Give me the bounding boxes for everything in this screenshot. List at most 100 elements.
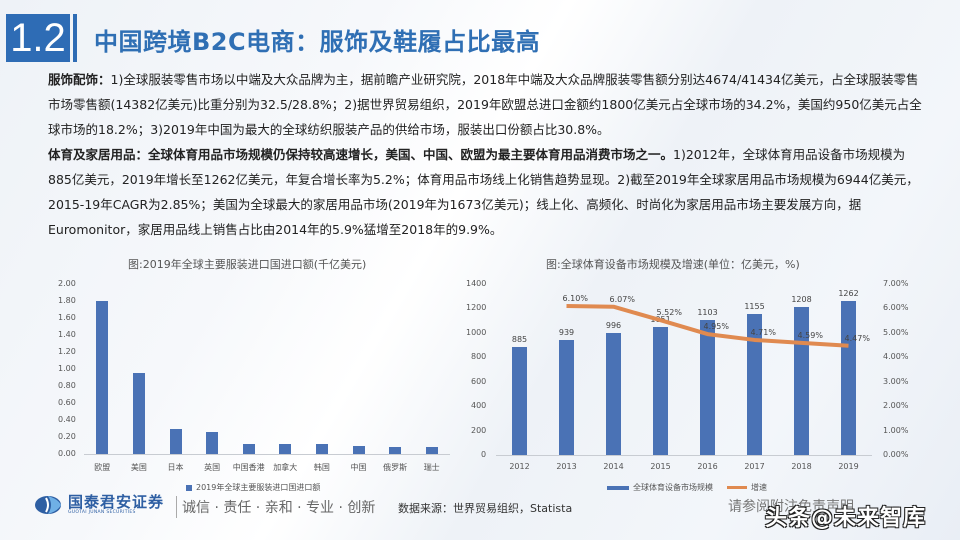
bar-value-label: 1155: [744, 301, 765, 311]
x-tick-label: 俄罗斯: [383, 463, 408, 472]
growth-value-label: 4.95%: [703, 322, 729, 332]
x-tick-label: 欧盟: [94, 463, 111, 472]
paragraph-sports-home: 体育及家居用品：全球体育用品市场规模仍保持较高速增长，美国、中国、欧盟为最主要体…: [48, 142, 928, 242]
y2-tick-label: 2.00%: [883, 401, 909, 411]
left-chart-title: 图:2019年全球主要服装进口国进口额(千亿美元): [128, 258, 367, 271]
bar: [279, 443, 292, 454]
company-slogan: 诚信 · 责任 · 亲和 · 专业 · 创新: [182, 500, 376, 516]
bar: [653, 326, 668, 455]
y-tick-label: 0.60: [58, 398, 76, 407]
y2-tick-label: 1.00%: [883, 425, 909, 435]
body-text: 服饰配饰：1)全球服装零售市场以中端及大众品牌为主，据前瞻产业研究院，2018年…: [48, 67, 928, 242]
bar: [512, 346, 527, 455]
bar: [606, 333, 621, 455]
x-tick-label: 中国香港: [232, 463, 265, 472]
bar: [315, 443, 328, 454]
bar: [169, 428, 182, 454]
y-tick-label: 1.20: [58, 347, 76, 356]
x-tick-label: 2013: [556, 462, 577, 471]
y2-tick-label: 5.00%: [883, 327, 909, 337]
y-tick-label: 1.00: [58, 364, 76, 373]
growth-value-label: 6.10%: [562, 293, 588, 303]
paragraph-apparel-text: 1)全球服装零售市场以中端及大众品牌为主，据前瞻产业研究院，2018年中端及大众…: [48, 72, 922, 137]
right-chart-legend: 全球体育设备市场规模 增速: [607, 482, 767, 493]
x-tick-label: 英国: [204, 463, 221, 472]
x-tick-label: 2016: [697, 462, 718, 471]
data-source: 数据来源：世界贸易组织，Statista: [398, 502, 573, 515]
y-tick-label: 200: [471, 425, 487, 435]
bar: [700, 320, 715, 455]
bar: [132, 373, 145, 454]
x-tick-label: 韩国: [313, 463, 330, 472]
x-tick-label: 2012: [509, 462, 530, 471]
bar: [794, 307, 809, 455]
y-tick-label: 1.60: [58, 313, 76, 322]
growth-value-label: 4.59%: [797, 330, 823, 340]
legend-bar-label: 全球体育设备市场规模: [633, 483, 713, 492]
bar: [425, 447, 438, 454]
right-chart-x-axis-line: [496, 455, 872, 456]
x-tick-label: 日本: [167, 463, 184, 472]
logo-en: GUOTAI JUNAN SECURITIES: [68, 510, 136, 515]
header: 1.2 中国跨境B2C电商：服饰及鞋履占比最高: [0, 14, 960, 66]
y-tick-label: 1200: [466, 303, 487, 313]
legend-label: 2019年全球主要服装进口国进口额: [196, 483, 321, 492]
paragraph-apparel-label: 服饰配饰：: [48, 72, 111, 87]
growth-value-label: 4.47%: [844, 333, 870, 343]
company-logo: 国泰君安证券 GUOTAI JUNAN SECURITIES: [34, 495, 164, 515]
x-tick-label: 2014: [603, 462, 624, 471]
disclaimer-note: 请参阅附注免责声明: [728, 499, 854, 515]
y-tick-label: 600: [471, 376, 487, 386]
bar: [242, 443, 255, 454]
y-tick-label: 0.00: [58, 449, 76, 458]
x-tick-label: 2017: [744, 462, 765, 471]
left-chart-legend: 2019年全球主要服装进口国进口额: [186, 482, 320, 493]
section-divider: [73, 14, 77, 62]
bar-value-label: 885: [511, 334, 528, 344]
x-tick-label: 2019: [838, 462, 859, 471]
legend-bar-swatch: [607, 485, 629, 490]
y-tick-label: 1.40: [58, 330, 76, 339]
y-tick-label: 400: [471, 401, 487, 411]
bar: [206, 431, 219, 454]
y2-tick-label: 3.00%: [883, 376, 909, 386]
logo-text: 国泰君安证券 GUOTAI JUNAN SECURITIES: [68, 495, 164, 516]
y2-tick-label: 6.00%: [883, 303, 909, 313]
y2-tick-label: 7.00%: [883, 279, 909, 288]
left-chart-x-axis-line: [84, 454, 450, 455]
paragraph-apparel: 服饰配饰：1)全球服装零售市场以中端及大众品牌为主，据前瞻产业研究院，2018年…: [48, 67, 928, 142]
y-tick-label: 0: [481, 450, 487, 459]
x-tick-label: 2018: [791, 462, 812, 471]
y-tick-label: 1000: [466, 327, 487, 337]
bar-value-label: 1103: [697, 308, 718, 318]
x-tick-label: 2015: [650, 462, 671, 471]
bar: [389, 447, 402, 454]
y2-tick-label: 4.00%: [883, 352, 909, 362]
y-tick-label: 0.40: [58, 415, 76, 424]
legend-bar-swatch: [186, 484, 192, 491]
growth-value-label: 6.07%: [609, 294, 635, 304]
logo-emblem-icon: [34, 495, 62, 515]
watermark: 头条@未来智库: [765, 506, 927, 531]
y-tick-label: 1.80: [58, 296, 76, 305]
y-tick-label: 800: [471, 352, 487, 362]
x-tick-label: 瑞士: [423, 463, 440, 472]
bar: [841, 300, 856, 455]
bar: [747, 313, 762, 455]
y2-tick-label: 0.00%: [883, 450, 909, 459]
y-tick-label: 2.00: [58, 279, 76, 288]
bar: [96, 301, 109, 454]
growth-value-label: 5.52%: [656, 308, 682, 318]
growth-value-label: 4.71%: [750, 327, 776, 337]
right-chart-title: 图:全球体育设备市场规模及增速(单位：亿美元，%): [546, 258, 800, 271]
y-tick-label: 1400: [466, 279, 487, 288]
y-tick-label: 0.80: [58, 381, 76, 390]
legend-line-label: 增速: [751, 483, 767, 492]
legend-line-swatch: [727, 486, 747, 489]
paragraph-sports-text: 1)2012年，全球体育用品设备市场规模为885亿美元，2019年增长至1262…: [48, 147, 919, 237]
bar-value-label: 996: [605, 321, 622, 331]
paragraph-sports-label: 体育及家居用品：全球体育用品市场规模仍保持较高速增长，美国、中国、欧盟为最主要体…: [48, 147, 674, 162]
bar: [352, 446, 365, 454]
bar-value-label: 939: [558, 328, 575, 338]
section-number: 1.2: [6, 14, 70, 62]
